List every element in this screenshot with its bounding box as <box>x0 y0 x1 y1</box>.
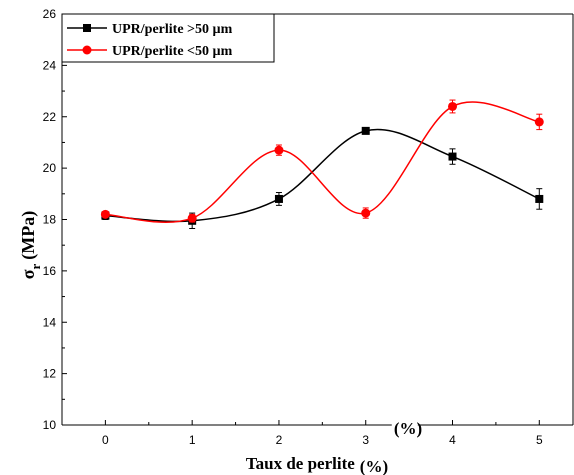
data-point <box>449 153 457 161</box>
y-tick-label: 20 <box>43 161 57 175</box>
legend-label-1: UPR/perlite >50 µm <box>112 22 233 37</box>
x-axis-extra-unit: (%) <box>394 419 422 438</box>
data-point <box>361 209 370 218</box>
data-point <box>188 214 197 223</box>
data-point <box>274 146 283 155</box>
data-point <box>275 195 283 203</box>
x-axis-title-unit: (%) <box>360 457 388 475</box>
y-tick-label: 10 <box>43 418 57 432</box>
x-tick-label: 2 <box>276 433 283 447</box>
y-tick-label: 24 <box>43 58 57 72</box>
y-axis-title-symbol: σ <box>18 269 38 279</box>
series-1 <box>101 127 543 229</box>
x-tick-label: 3 <box>362 433 369 447</box>
y-axis-title-subscript: r <box>28 263 43 269</box>
legend: UPR/perlite >50 µm UPR/perlite <50 µm <box>62 14 274 62</box>
series-line <box>105 129 539 221</box>
legend-label-2: UPR/perlite <50 µm <box>112 44 233 59</box>
y-tick-label: 18 <box>43 213 57 227</box>
y-tick-label: 22 <box>43 110 57 124</box>
legend-marker-1 <box>83 24 91 32</box>
data-point <box>362 127 370 135</box>
x-tick-label: 0 <box>102 433 109 447</box>
data-point <box>535 117 544 126</box>
x-tick-label: 1 <box>189 433 196 447</box>
legend-marker-2 <box>83 46 92 55</box>
x-tick-label: 5 <box>536 433 543 447</box>
data-point <box>535 195 543 203</box>
y-tick-label: 14 <box>43 315 57 329</box>
y-axis-title: σr (MPa) <box>18 211 43 280</box>
y-tick-label: 16 <box>43 264 57 278</box>
x-axis-title-text: Taux de perlite <box>246 454 355 473</box>
y-tick-label: 12 <box>43 367 57 381</box>
y-tick-label: 26 <box>43 7 57 21</box>
data-point <box>448 102 457 111</box>
x-axis-ticks: 0 1 2 3 4 5 <box>62 420 543 447</box>
data-point <box>101 210 110 219</box>
x-axis-title: Taux de perlite (%) <box>246 454 388 475</box>
series-layer <box>101 100 544 228</box>
y-axis-ticks: 10 12 14 16 18 20 22 24 26 <box>43 7 67 432</box>
y-axis-title-unit: (MPa) <box>18 211 39 260</box>
x-tick-label: 4 <box>449 433 456 447</box>
